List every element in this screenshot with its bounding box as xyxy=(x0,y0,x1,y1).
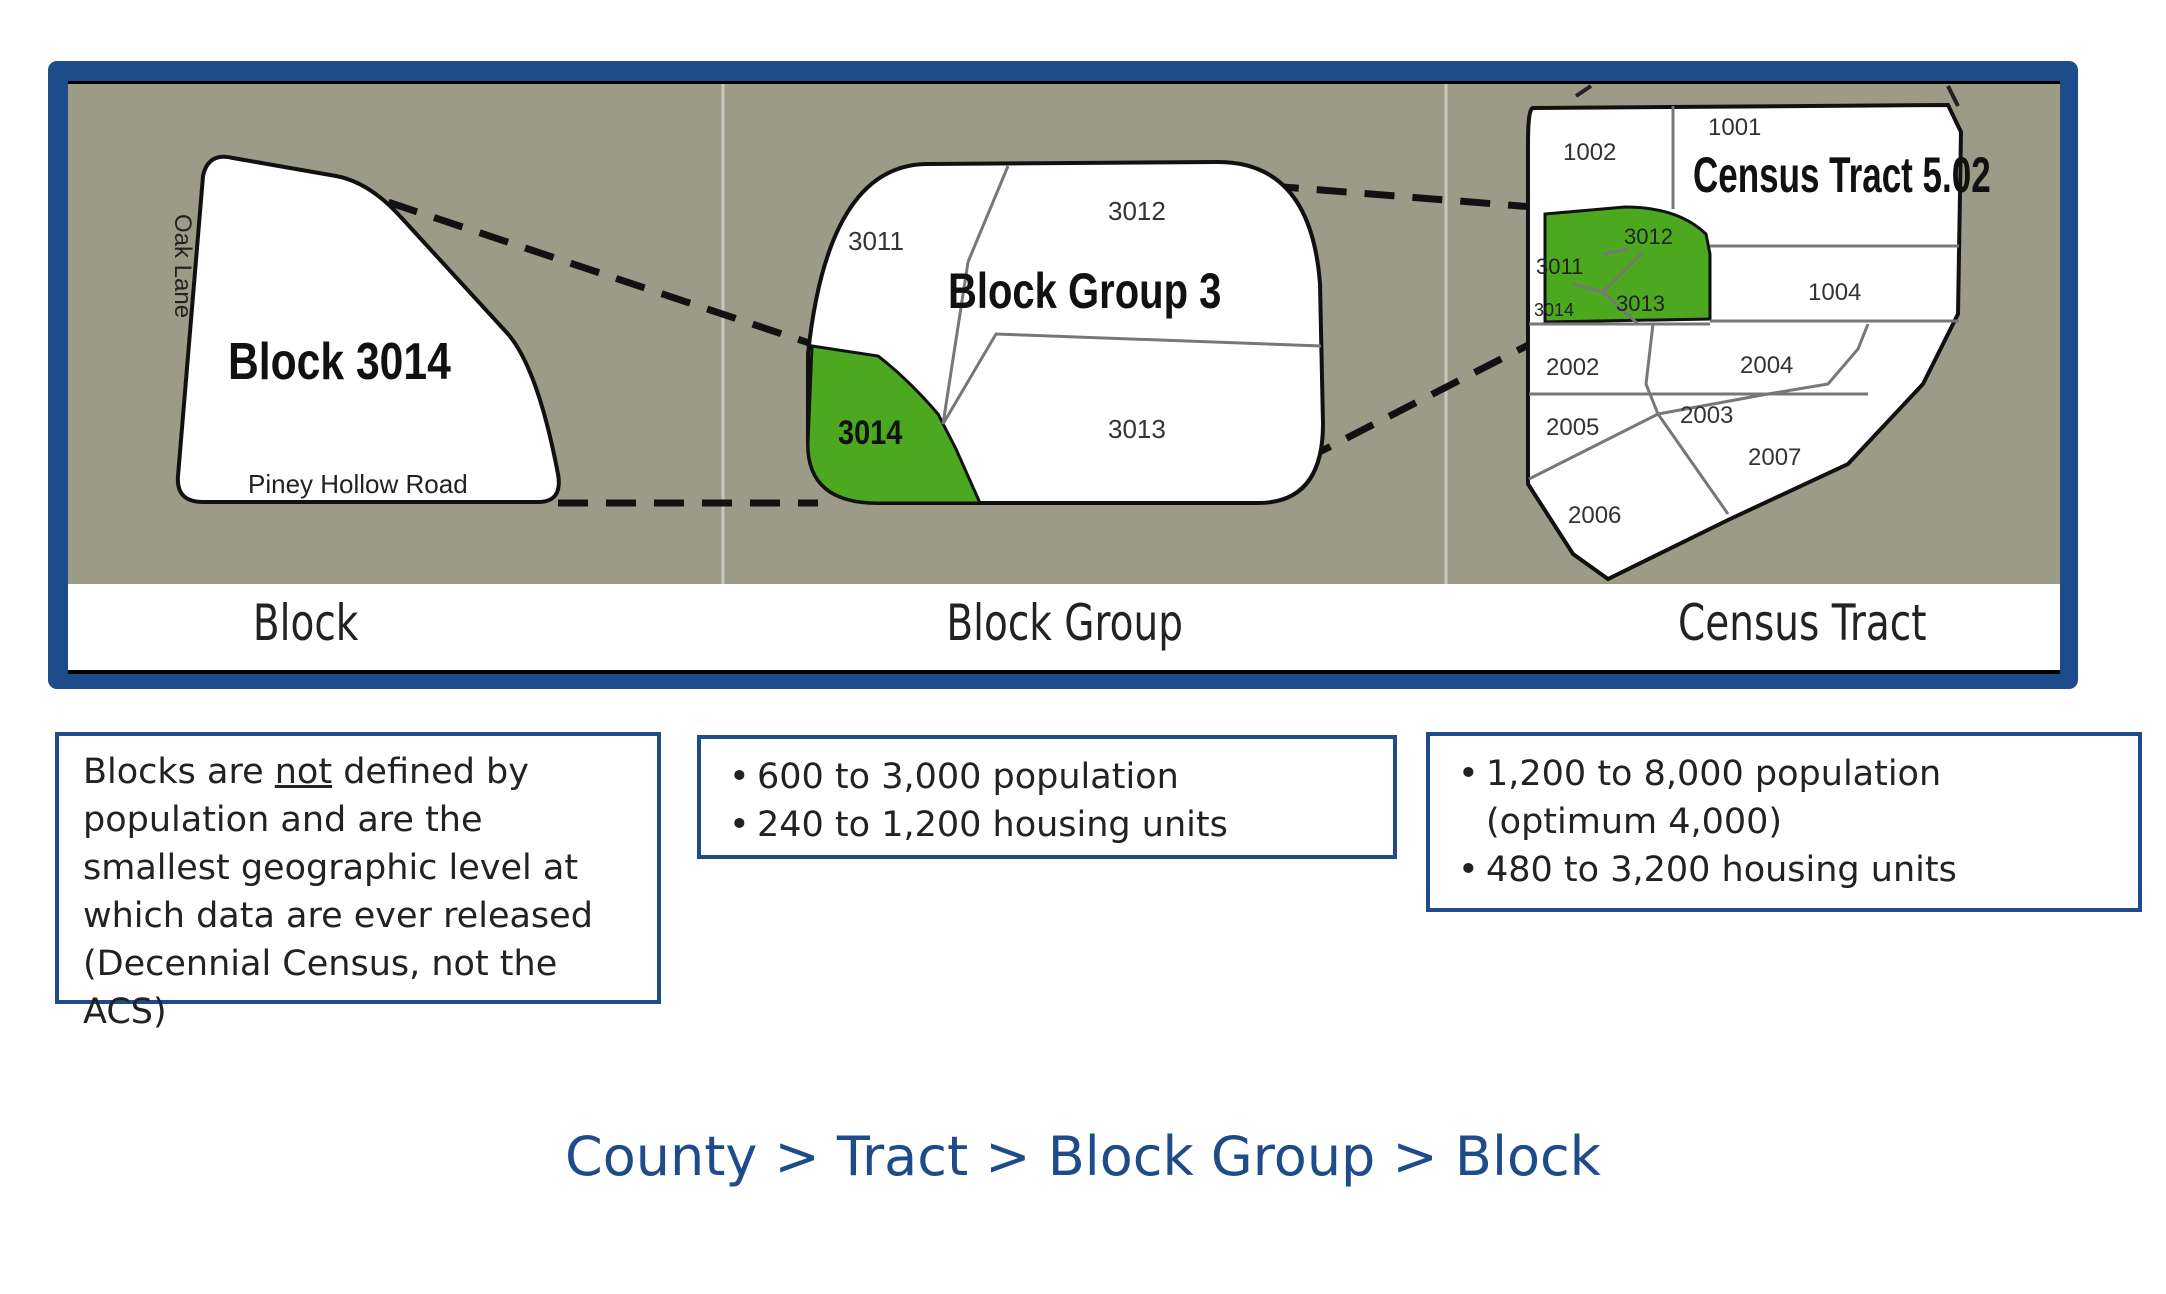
tract-block-3011: 3011 xyxy=(1536,254,1584,279)
tract-boundary xyxy=(1657,323,1870,416)
tract-boundary xyxy=(1644,323,1730,515)
tract-housing: 480 to 3,200 housing units xyxy=(1446,846,2122,894)
tract-block-3013: 3013 xyxy=(1616,291,1665,316)
block-3014-shape xyxy=(175,154,561,504)
tract-block-1004: 1004 xyxy=(1808,279,1862,306)
block-label-3012: 3012 xyxy=(1108,196,1166,226)
caption-census-tract: Census Tract xyxy=(1678,594,1927,652)
caption-block-group: Block Group xyxy=(946,594,1183,652)
block-note-text-post: defined by population and are the smalle… xyxy=(83,752,593,1032)
tract-note-box: 1,200 to 8,000 population (optimum 4,000… xyxy=(1426,732,2142,912)
block-label-3011: 3011 xyxy=(848,226,904,256)
tract-boundary xyxy=(1528,412,1659,481)
tract-block-2004: 2004 xyxy=(1740,352,1794,379)
street-label-piney-hollow: Piney Hollow Road xyxy=(248,469,468,499)
block-note-emphasis: not xyxy=(274,752,333,792)
tract-block-3014: 3014 xyxy=(1534,300,1575,320)
tract-block-2005: 2005 xyxy=(1546,414,1600,441)
diagram-frame: Block 3014 Oak Lane Piney Hollow Road Bl… xyxy=(48,61,2078,689)
block-note-text-pre: Blocks are xyxy=(83,752,275,792)
tract-block-2007: 2007 xyxy=(1748,444,1802,471)
street-label-oak-lane: Oak Lane xyxy=(169,214,196,319)
block-boundary xyxy=(966,165,1010,263)
block-note-box: Blocks are not defined by population and… xyxy=(55,732,661,1032)
tract-block-3012: 3012 xyxy=(1624,224,1673,249)
caption-block: Block xyxy=(252,594,359,652)
tract-block-2003: 2003 xyxy=(1680,402,1734,429)
block-label-3014: 3014 xyxy=(838,414,903,452)
tract-highlight-group xyxy=(1543,205,1712,324)
block-group-title: Block Group 3 xyxy=(948,263,1222,319)
diagram-panel: Block 3014 Oak Lane Piney Hollow Road Bl… xyxy=(68,81,2060,674)
tract-edge-tick xyxy=(1946,85,1960,107)
hierarchy-statement: County > Tract > Block Group > Block xyxy=(565,1125,1601,1188)
block-boundary xyxy=(941,332,1322,425)
block-group-population: 600 to 3,000 population xyxy=(717,753,1377,801)
tract-population: 1,200 to 8,000 population (optimum 4,000… xyxy=(1446,750,1966,846)
caption-bar: Block Block Group Census Tract xyxy=(68,584,2060,674)
tract-block-1002: 1002 xyxy=(1563,139,1617,166)
connector-line xyxy=(341,183,820,350)
tract-block-2002: 2002 xyxy=(1546,354,1600,381)
block-boundary xyxy=(941,261,970,425)
tract-block-2006: 2006 xyxy=(1568,502,1622,529)
block-title: Block 3014 xyxy=(228,333,451,391)
geography-diagram xyxy=(175,84,1964,584)
tract-boundary xyxy=(1601,290,1640,326)
tract-boundary xyxy=(1602,247,1629,256)
tract-block-1001: 1001 xyxy=(1708,114,1762,141)
block-group-note-box: 600 to 3,000 population 240 to 1,200 hou… xyxy=(697,735,1397,859)
block-group-housing: 240 to 1,200 housing units xyxy=(717,801,1377,849)
tract-title: Census Tract 5.02 xyxy=(1693,147,1991,203)
block-label-3013: 3013 xyxy=(1108,414,1166,444)
block-3014-highlight xyxy=(806,344,983,505)
tract-edge-tick xyxy=(1574,84,1593,98)
